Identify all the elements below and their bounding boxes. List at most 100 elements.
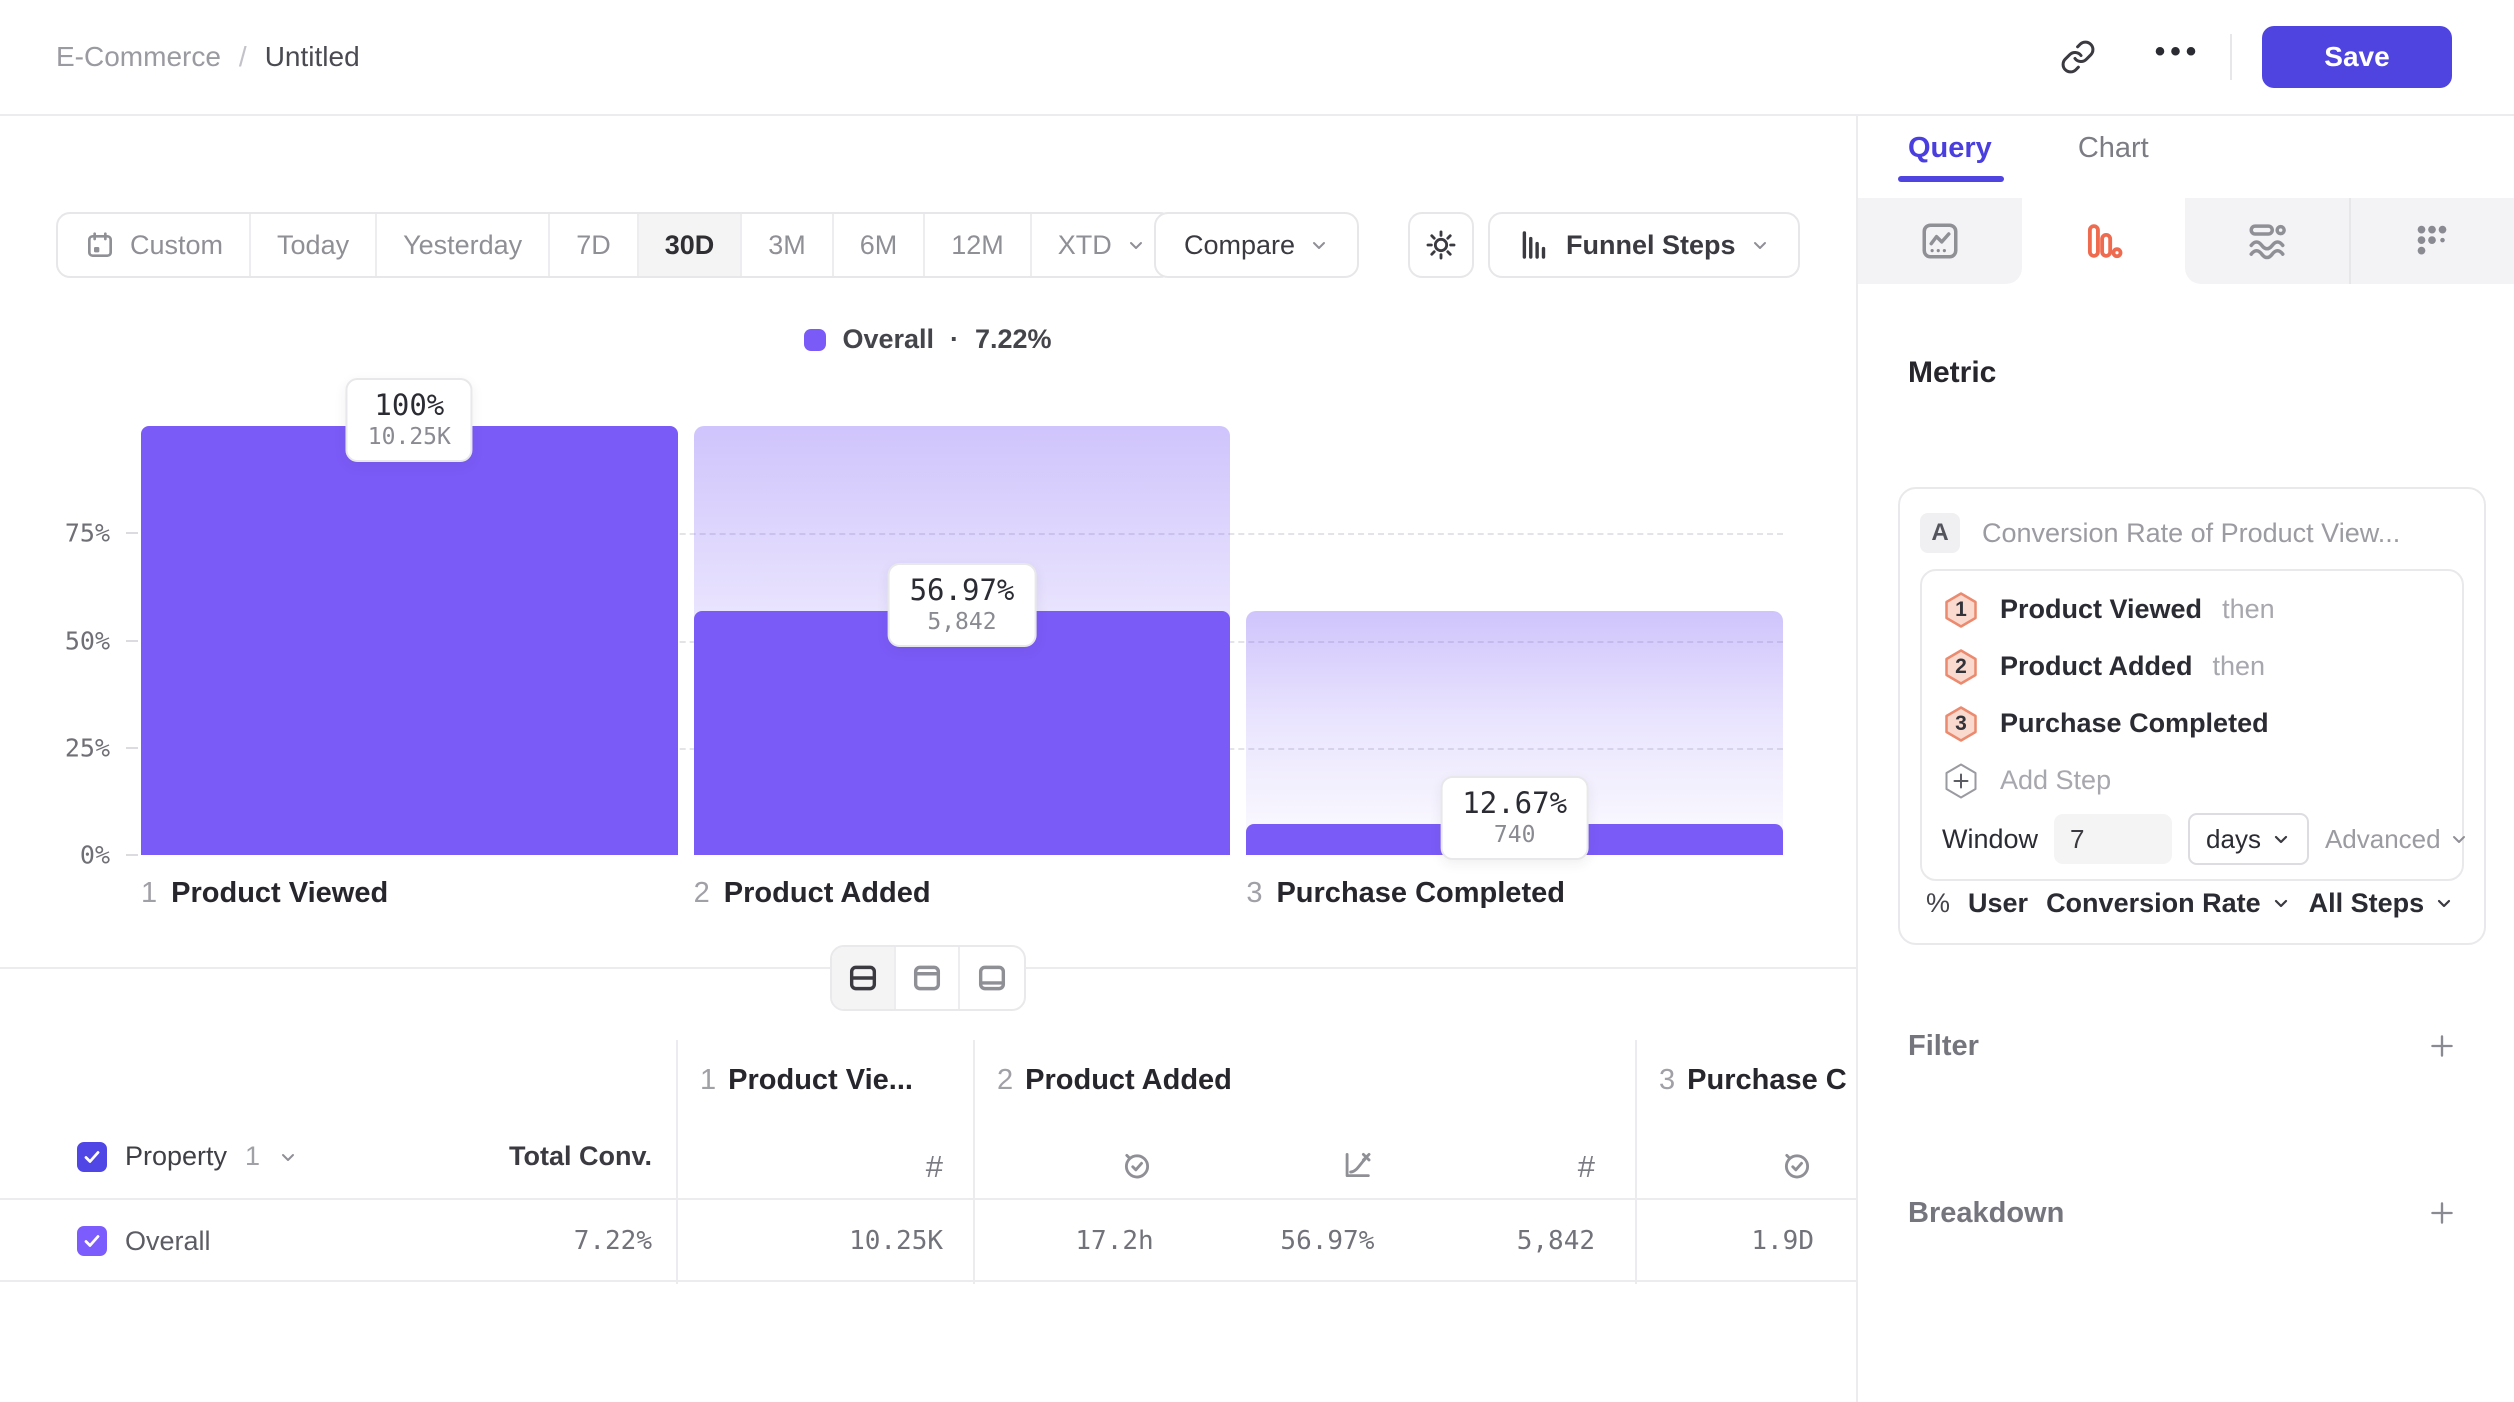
cell-value: 5,842 [1516,1226,1596,1256]
measure-metric-dropdown[interactable]: Conversion Rate [2046,888,2291,919]
split-horizontal-icon [849,965,877,991]
chevron-down-icon [2274,899,2287,908]
panel-tabs: Query Chart [1908,132,2149,165]
more-menu-button[interactable]: ••• [2150,29,2206,85]
y-tick-mark [126,854,138,856]
tab-chart[interactable]: Chart [2077,132,2149,164]
range-30d[interactable]: 30D [638,214,743,276]
layout-split-button[interactable] [832,947,896,1009]
gridline-75 [141,533,1783,535]
add-step-hexagon-icon [1942,762,1980,800]
y-tick-mark [126,747,138,749]
chevron-down-icon [2274,835,2288,844]
cell-value: 1.9D [1751,1226,1814,1256]
column-divider [1635,1040,1637,1284]
range-custom-label: Custom [130,229,224,260]
y-tick-mark [126,640,138,642]
metric-heading: Metric [1908,356,1997,389]
window-label: Window [1942,823,2039,854]
range-custom[interactable]: Custom [58,214,252,276]
measure-scope-dropdown[interactable]: All Steps [2309,888,2455,919]
x-axis-step-label: 2 Product Added [693,877,931,909]
layout-toggle-group [830,945,1026,1011]
property-dropdown-label[interactable]: Property [125,1141,228,1171]
layout-top-button[interactable] [896,947,960,1009]
range-6m[interactable]: 6M [834,214,926,276]
conversion-rate-icon [1346,1152,1371,1178]
range-3m[interactable]: 3M [742,214,834,276]
chart-settings-button[interactable] [1408,212,1474,278]
save-button[interactable]: Save [2262,26,2452,88]
share-link-button[interactable] [2050,29,2106,85]
chevron-down-icon [2452,836,2465,843]
funnel-steps-card: 1 Product Viewed then 2 Product Added th… [1920,569,2465,881]
measure-row: % User Conversion Rate All Steps [1920,881,2464,925]
metric-badge: A [1920,513,1960,553]
calendar-icon [88,232,112,257]
y-axis-tick: 25% [64,733,110,763]
tab-query[interactable]: Query [1908,132,1992,164]
query-step-2[interactable]: 2 Product Added then [1942,638,2442,695]
add-step-button[interactable]: Add Step [1942,752,2442,809]
chart-type-retention[interactable] [2348,198,2514,284]
cell-value: 10.25K [849,1226,943,1256]
select-all-checkbox[interactable] [77,1141,107,1172]
chart-type-line[interactable] [1858,198,2022,284]
window-unit-dropdown[interactable]: days [2188,813,2309,865]
gear-icon [1426,230,1456,260]
bar-value-tooltip: 100% 10.25K [345,378,473,462]
bar-product-added[interactable] [693,610,1231,855]
advanced-dropdown[interactable]: Advanced [2325,824,2469,855]
range-xtd[interactable]: XTD [1032,214,1172,276]
chart-type-journeys[interactable] [2185,198,2349,284]
bar-value-tooltip: 56.97% 5,842 [887,562,1037,647]
time-to-convert-icon [1124,1153,1149,1179]
query-step-3[interactable]: 3 Purchase Completed [1942,695,2442,752]
range-12m[interactable]: 12M [925,214,1032,276]
table-row-overall: Overall 7.22% 10.25K 17.2h 56.97% 5,842 … [0,1202,1856,1282]
percent-symbol: % [1926,887,1951,918]
range-today[interactable]: Today [251,214,378,276]
chart-type-funnel[interactable] [2021,198,2185,284]
y-axis-tick: 0% [79,840,110,870]
x-axis-step-label: 3 Purchase Completed [1246,877,1565,909]
chevron-down-icon[interactable] [278,1147,298,1167]
check-icon [84,1150,100,1163]
step-number-hexagon: 1 [1942,591,1980,629]
compare-button[interactable]: Compare [1154,212,1360,278]
funnel-steps-icon [1522,231,1546,259]
breadcrumb-current[interactable]: Untitled [264,41,360,72]
date-range-segmented-control: Custom Today Yesterday 7D 30D 3M 6M 12M … [56,212,1174,278]
chart-type-button[interactable]: Funnel Steps [1488,212,1800,278]
chevron-down-icon [1313,242,1326,249]
toolbar: Custom Today Yesterday 7D 30D 3M 6M 12M … [0,212,1856,280]
x-axis-step-label: 1 Product Viewed [141,877,389,909]
bar-value-tooltip: 12.67% 740 [1440,776,1590,861]
count-metric-icon: # [1577,1149,1596,1184]
step-number-hexagon: 3 [1942,705,1980,743]
add-filter-button[interactable] [2426,1030,2458,1062]
add-breakdown-button[interactable] [2426,1197,2458,1229]
line-chart-icon [1922,223,1958,259]
measure-subject[interactable]: User [1968,887,2029,918]
layout-bottom-button[interactable] [960,947,1024,1009]
breakdown-section: Breakdown [1908,1185,2458,1241]
legend-sep: · [950,324,959,354]
chart-legend: Overall · 7.22% [0,324,1856,355]
breadcrumb-parent[interactable]: E-Commerce [56,41,221,72]
row-checkbox[interactable] [77,1226,107,1256]
range-yesterday[interactable]: Yesterday [377,214,551,276]
window-value-input[interactable] [2054,814,2173,864]
query-step-1[interactable]: 1 Product Viewed then [1942,581,2442,638]
conversion-window-row: Window days Advanced [1942,809,2465,869]
check-icon [84,1235,100,1247]
row-name: Overall [125,1225,211,1256]
bar-product-viewed[interactable] [141,426,678,855]
cell-value: 17.2h [1075,1226,1154,1256]
row-total-conv: 7.22% [573,1226,652,1256]
legend-label: Overall [842,324,934,354]
range-7d[interactable]: 7D [550,214,639,276]
breakdown-label: Breakdown [1908,1196,2065,1229]
column-divider [973,1040,975,1284]
metric-card-header[interactable]: A Conversion Rate of Product View... [1920,507,2464,559]
